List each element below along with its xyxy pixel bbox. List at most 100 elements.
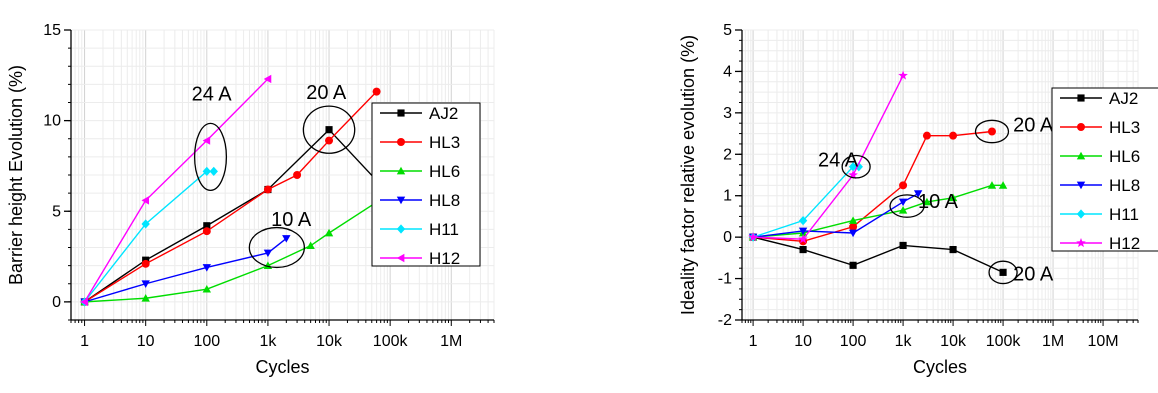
legend-box	[371, 102, 481, 267]
legend-item-h12: H12	[380, 249, 460, 268]
data-point	[798, 215, 808, 226]
legend-item-h11: H11	[380, 220, 459, 239]
data-point	[898, 206, 908, 214]
y-tick-label: 10	[43, 113, 61, 130]
data-point	[202, 284, 211, 293]
y-tick-label: 1	[723, 188, 732, 205]
barrier-height-chart: 0 5 10 15 1 10 100 1k 10k 100k 1M Cycles Barrier hei…	[0, 0, 520, 388]
legend-item-hl8: HL8	[380, 191, 460, 210]
series-line	[83, 78, 269, 303]
legend-label: H11	[1109, 205, 1139, 224]
x-tick-label: 100	[193, 333, 220, 350]
legend-label: AJ2	[429, 104, 458, 123]
legend-item-hl6: HL6	[380, 162, 460, 181]
data-point	[798, 227, 808, 236]
data-point	[999, 268, 1007, 276]
y-tick-label: 0	[52, 294, 61, 311]
data-point	[263, 185, 272, 194]
series-line	[753, 75, 904, 240]
data-point	[203, 222, 211, 230]
data-point	[202, 166, 211, 176]
data-point	[141, 196, 150, 205]
legend-label: HL6	[429, 162, 460, 181]
data-point	[282, 235, 291, 243]
legend-label: HL3	[429, 133, 460, 152]
series-hl8	[80, 235, 291, 307]
data-point	[987, 181, 997, 189]
data-point	[325, 136, 334, 145]
data-point	[848, 229, 858, 238]
highlight-ellipse	[988, 260, 1018, 285]
highlight-ellipse	[248, 226, 306, 269]
x-tick-label: 10M	[1087, 333, 1118, 350]
legend-marker	[1076, 151, 1086, 160]
x-axis-label: Cycles	[913, 357, 967, 377]
data-point	[848, 216, 858, 224]
data-point	[202, 227, 211, 236]
x-tick-label: 1	[749, 333, 758, 350]
data-point	[263, 74, 272, 84]
legend-marker	[396, 196, 406, 205]
grid	[739, 29, 1139, 326]
annotation-label: 20 A	[306, 82, 347, 104]
legend-label: AJ2	[1109, 89, 1138, 108]
legend-item-hl3: HL3	[380, 133, 460, 152]
data-point	[899, 181, 908, 190]
data-point	[849, 261, 857, 269]
y-tick-label: -2	[718, 312, 732, 329]
legend-marker	[396, 253, 405, 263]
series-line	[84, 91, 378, 303]
legend-item-h11: H11	[1060, 205, 1139, 224]
data-point	[798, 234, 808, 244]
highlight-ellipse	[841, 154, 871, 179]
y-tick-label: 15	[43, 22, 61, 39]
legend-label: HL6	[1109, 147, 1140, 166]
series-line	[84, 201, 391, 303]
data-point	[898, 198, 908, 207]
legend-item-hl8: HL8	[1060, 176, 1140, 195]
data-point	[849, 222, 858, 231]
x-tick-label: 1	[80, 333, 89, 350]
legend-label: H11	[429, 220, 459, 239]
annotation-label: 20 A	[1013, 115, 1054, 137]
data-point	[263, 249, 273, 258]
y-axis-label: Barrier height Evolution (%)	[6, 65, 26, 285]
x-tick-label: 100k	[373, 333, 409, 350]
highlight-ellipse	[974, 119, 1010, 144]
series-h11	[80, 166, 218, 307]
x-tick-label: 1M	[440, 333, 462, 350]
series-line	[753, 184, 1004, 238]
y-tick-label: -1	[718, 271, 732, 288]
highlight-ellipse	[302, 105, 356, 154]
data-point	[922, 131, 931, 140]
ideality-factor-chart-svg: -2 -1 0 1 2 3 4 5 1 10 100 1k 10k 100k 1M 10M Cycles Idea…	[678, 22, 1158, 377]
legend-marker	[396, 166, 406, 175]
x-tick-label: 10	[794, 333, 812, 350]
legend-item-aj2: AJ2	[380, 104, 458, 123]
series-h12	[80, 74, 272, 307]
annotation-label: 10 A	[918, 191, 959, 213]
data-point	[293, 171, 302, 179]
data-point	[306, 241, 315, 250]
data-point	[949, 131, 958, 140]
series-h12	[748, 70, 908, 244]
annotation-label: 24 A	[192, 84, 233, 106]
data-point	[372, 87, 381, 96]
legend-item-h12: H12	[1060, 234, 1140, 253]
data-point	[141, 259, 150, 268]
legend-label: HL8	[429, 191, 460, 210]
data-point	[748, 232, 758, 242]
highlight-ellipse	[193, 122, 228, 192]
x-tick-label: 100	[840, 333, 867, 350]
y-tick-label: 5	[723, 22, 732, 39]
legend-marker	[1077, 123, 1085, 131]
series-aj2	[80, 126, 394, 306]
data-point	[799, 246, 807, 254]
x-tick-label: 10k	[316, 333, 343, 350]
data-point	[898, 70, 908, 80]
y-tick-label: 4	[723, 63, 732, 80]
series-hl3	[749, 127, 996, 246]
legend-marker	[1076, 237, 1086, 248]
legend-marker	[397, 138, 405, 146]
legend: AJ2 HL3 HL6 HL8 H11 H12	[1051, 87, 1158, 253]
